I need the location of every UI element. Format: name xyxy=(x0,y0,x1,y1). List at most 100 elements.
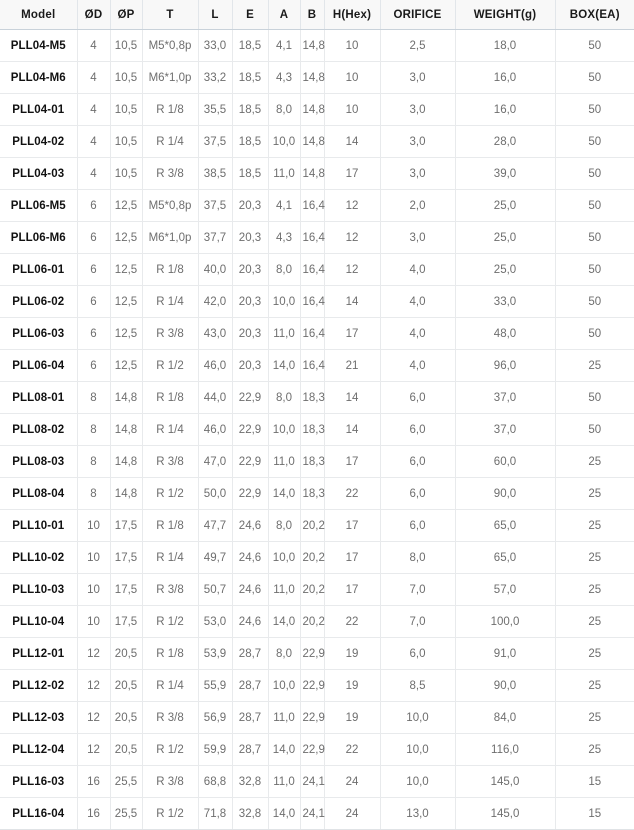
column-header-d: ØD xyxy=(77,0,111,30)
cell-weight: 25,0 xyxy=(455,189,556,222)
cell-e: 18,5 xyxy=(232,93,269,126)
cell-b: 16,4 xyxy=(300,317,325,350)
cell-weight: 65,0 xyxy=(455,541,556,574)
cell-b: 22,9 xyxy=(300,637,325,670)
cell-d: 4 xyxy=(77,157,111,190)
cell-t: R 3/8 xyxy=(142,573,199,606)
table-row: PLL08-02 8 14,8 R 1/4 46,0 22,9 10,0 18,3 14 6,0 3… xyxy=(0,413,634,446)
cell-b: 14,8 xyxy=(300,125,325,158)
cell-weight: 16,0 xyxy=(455,93,556,126)
cell-t: R 1/2 xyxy=(142,605,199,638)
cell-l: 46,0 xyxy=(198,349,233,382)
cell-e: 20,3 xyxy=(232,189,269,222)
cell-model: PLL12-04 xyxy=(0,733,78,766)
cell-h: 12 xyxy=(324,189,381,222)
cell-t: M5*0,8p xyxy=(142,189,199,222)
cell-weight: 33,0 xyxy=(455,285,556,318)
cell-b: 20,2 xyxy=(300,573,325,606)
cell-h: 12 xyxy=(324,253,381,286)
table-row: PLL12-01 12 20,5 R 1/8 53,9 28,7 8,0 22,9 19 6,0 9… xyxy=(0,637,634,670)
cell-t: R 3/8 xyxy=(142,701,199,734)
cell-h: 14 xyxy=(324,413,381,446)
cell-l: 59,9 xyxy=(198,733,233,766)
cell-weight: 48,0 xyxy=(455,317,556,350)
cell-d: 12 xyxy=(77,701,111,734)
cell-e: 18,5 xyxy=(232,157,269,190)
cell-e: 20,3 xyxy=(232,349,269,382)
cell-weight: 116,0 xyxy=(455,733,556,766)
cell-t: R 1/4 xyxy=(142,669,199,702)
table-body: PLL04-M5 4 10,5 M5*0,8p 33,0 18,5 4,1 14,8 10 2,5… xyxy=(0,29,634,830)
cell-t: R 1/8 xyxy=(142,509,199,542)
cell-weight: 90,0 xyxy=(455,669,556,702)
cell-model: PLL08-04 xyxy=(0,477,78,510)
cell-h: 14 xyxy=(324,285,381,318)
cell-a: 14,0 xyxy=(268,349,301,382)
cell-weight: 37,0 xyxy=(455,413,556,446)
cell-model: PLL10-02 xyxy=(0,541,78,574)
cell-a: 4,1 xyxy=(268,29,301,62)
cell-l: 55,9 xyxy=(198,669,233,702)
cell-l: 47,0 xyxy=(198,445,233,478)
cell-l: 43,0 xyxy=(198,317,233,350)
cell-e: 24,6 xyxy=(232,541,269,574)
column-header-p: ØP xyxy=(110,0,143,30)
cell-orifice: 6,0 xyxy=(380,413,456,446)
cell-e: 20,3 xyxy=(232,285,269,318)
cell-a: 4,1 xyxy=(268,189,301,222)
cell-orifice: 3,0 xyxy=(380,61,456,94)
cell-box: 25 xyxy=(555,573,634,606)
cell-model: PLL06-M5 xyxy=(0,189,78,222)
column-header-a: A xyxy=(268,0,301,30)
cell-e: 22,9 xyxy=(232,477,269,510)
cell-t: R 1/2 xyxy=(142,733,199,766)
cell-h: 10 xyxy=(324,29,381,62)
cell-a: 8,0 xyxy=(268,381,301,414)
cell-orifice: 6,0 xyxy=(380,637,456,670)
column-header-weight: WEIGHT(g) xyxy=(455,0,556,30)
table-row: PLL12-03 12 20,5 R 3/8 56,9 28,7 11,0 22,9 19 10,… xyxy=(0,701,634,734)
cell-t: R 1/2 xyxy=(142,349,199,382)
cell-l: 33,0 xyxy=(198,29,233,62)
cell-t: R 1/8 xyxy=(142,93,199,126)
column-header-h: H(Hex) xyxy=(324,0,381,30)
table-row: PLL10-02 10 17,5 R 1/4 49,7 24,6 10,0 20,2 17 8,0… xyxy=(0,541,634,574)
column-header-box: BOX(EA) xyxy=(555,0,634,30)
cell-b: 18,3 xyxy=(300,445,325,478)
cell-e: 18,5 xyxy=(232,125,269,158)
cell-orifice: 6,0 xyxy=(380,509,456,542)
cell-b: 20,2 xyxy=(300,509,325,542)
cell-p: 20,5 xyxy=(110,669,143,702)
cell-box: 50 xyxy=(555,285,634,318)
cell-a: 14,0 xyxy=(268,605,301,638)
cell-a: 10,0 xyxy=(268,413,301,446)
cell-t: R 1/4 xyxy=(142,541,199,574)
table-row: PLL06-02 6 12,5 R 1/4 42,0 20,3 10,0 16,4 14 4,0 3… xyxy=(0,285,634,318)
cell-box: 25 xyxy=(555,701,634,734)
cell-a: 11,0 xyxy=(268,573,301,606)
cell-b: 16,4 xyxy=(300,285,325,318)
cell-d: 16 xyxy=(77,765,111,798)
cell-a: 11,0 xyxy=(268,701,301,734)
cell-p: 10,5 xyxy=(110,93,143,126)
cell-l: 37,7 xyxy=(198,221,233,254)
cell-a: 11,0 xyxy=(268,765,301,798)
cell-orifice: 3,0 xyxy=(380,221,456,254)
cell-model: PLL06-02 xyxy=(0,285,78,318)
cell-p: 17,5 xyxy=(110,509,143,542)
cell-d: 10 xyxy=(77,509,111,542)
table-row: PLL10-03 10 17,5 R 3/8 50,7 24,6 11,0 20,2 17 7,0… xyxy=(0,573,634,606)
cell-p: 25,5 xyxy=(110,765,143,798)
cell-a: 10,0 xyxy=(268,125,301,158)
cell-model: PLL04-01 xyxy=(0,93,78,126)
cell-t: R 1/4 xyxy=(142,413,199,446)
cell-l: 44,0 xyxy=(198,381,233,414)
cell-h: 19 xyxy=(324,637,381,670)
cell-b: 16,4 xyxy=(300,253,325,286)
cell-e: 20,3 xyxy=(232,253,269,286)
cell-p: 14,8 xyxy=(110,445,143,478)
cell-l: 40,0 xyxy=(198,253,233,286)
cell-p: 12,5 xyxy=(110,221,143,254)
table-row: PLL12-04 12 20,5 R 1/2 59,9 28,7 14,0 22,9 22 10,… xyxy=(0,733,634,766)
cell-model: PLL08-03 xyxy=(0,445,78,478)
